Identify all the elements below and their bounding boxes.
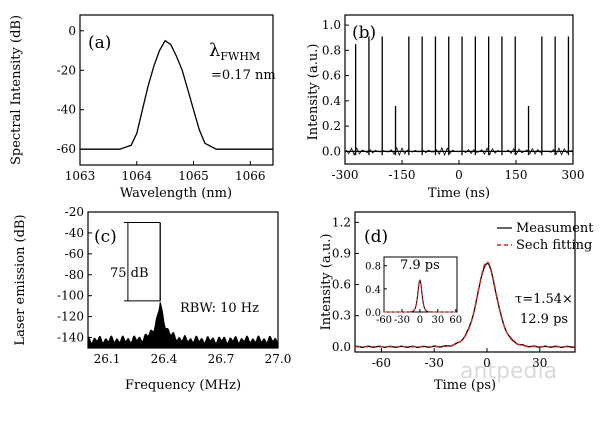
panel-c-label: (c)	[94, 227, 117, 247]
x-tick-label: -150	[389, 168, 416, 182]
x-tick-label: -60	[376, 315, 392, 326]
y-tick-label: 0.9	[332, 246, 351, 260]
panel-a-fwhm-value: =0.17 nm	[211, 68, 276, 83]
x-tick-label: 150	[505, 168, 528, 182]
y-tick-label: 0.8	[365, 262, 381, 273]
x-tick-label: 1063	[65, 169, 96, 183]
spectrum-line	[80, 39, 273, 150]
y-tick-label: -140	[57, 331, 84, 345]
y-tick-label: 0.4	[322, 94, 341, 108]
panel-a-fwhm-lambda: λ	[209, 40, 220, 61]
panel-a-xlabel: Wavelength (nm)	[120, 186, 232, 201]
watermark-text: antpedia	[460, 359, 557, 384]
panel-b-label: (b)	[352, 23, 376, 43]
y-tick-label: 0.6	[332, 278, 351, 292]
y-tick-label: -60	[57, 142, 76, 156]
rf-spectrum-area	[87, 301, 279, 349]
x-tick-label: 0	[417, 315, 423, 326]
x-tick-label: -30	[425, 356, 444, 370]
y-tick-label: -80	[65, 268, 84, 282]
panel-b-xlabel: Time (ns)	[428, 186, 490, 201]
y-tick-label: 0.0	[365, 308, 381, 319]
panel-a: 1063 1064 1065 1066 0 -20 -40 -60 (a) Wavelengt…	[9, 14, 276, 201]
y-tick-label: 0.4	[365, 285, 381, 296]
x-tick-label: 26.1	[94, 352, 121, 366]
pulse-train-noise	[345, 146, 573, 157]
panel-a-ylabel: Spectral Intensity (dB)	[9, 15, 24, 165]
x-tick-label: 300	[562, 168, 585, 182]
panel-d: -60 -30 0 300.00.30.60.91.2 -60 -30 0 30 600.00…	[319, 211, 594, 393]
y-tick-label: 0.3	[332, 309, 351, 323]
panel-d-inset-annotation: 7.9 ps	[400, 258, 440, 273]
panel-b-ylabel: Intensity (a.u.)	[306, 44, 321, 141]
x-tick-label: 60	[449, 315, 462, 326]
panel-a-fwhm-subscript: FWHM	[220, 50, 260, 63]
inset-fit-line	[384, 279, 457, 313]
y-tick-label: 1.0	[322, 18, 341, 32]
y-tick-label: 0.0	[332, 340, 351, 354]
panel-c-rbw-annotation: RBW: 10 Hz	[180, 301, 259, 316]
panel-c: 26.1 26.4 26.7 27.0 -20 -40 -60 -80 -100 -120 -140…	[13, 205, 291, 393]
panel-c-ylabel: Laser emission (dB)	[13, 214, 28, 345]
y-tick-label: 0.6	[322, 69, 341, 83]
legend-measurement-label: Measument	[516, 221, 594, 236]
y-tick-label: 0.0	[322, 144, 341, 158]
panel-a-label: (a)	[88, 33, 111, 53]
y-tick-label: -20	[57, 63, 76, 77]
panel-d-tau-line2: 12.9 ps	[520, 312, 568, 327]
x-tick-label: 30	[431, 315, 444, 326]
x-tick-label: -60	[372, 356, 391, 370]
panel-a-fwhm-annotation: λFWHM	[209, 40, 260, 63]
y-tick-label: -40	[57, 103, 76, 117]
panel-d-frame	[354, 211, 576, 353]
x-tick-label: 30	[532, 356, 547, 370]
watermark: antpedia	[460, 359, 557, 384]
x-tick-label: 26.4	[151, 352, 178, 366]
y-tick-label: -100	[57, 289, 84, 303]
x-tick-label: 1064	[121, 169, 152, 183]
y-tick-label: -60	[65, 247, 84, 261]
panel-d-label: (d)	[364, 227, 388, 247]
panel-b-frame	[344, 14, 574, 165]
x-tick-label: 1066	[235, 169, 266, 183]
x-tick-label: 27.0	[265, 352, 292, 366]
x-tick-label: -30	[394, 315, 410, 326]
y-tick-label: -20	[65, 205, 84, 219]
panel-d-tau-line1: τ=1.54×	[515, 292, 573, 307]
y-tick-label: 0.2	[322, 119, 341, 133]
panel-b: -300 -150 0 150 300 0.0 0.2 0.4 0.6 0.8 1.0 (b) Ti…	[306, 14, 585, 201]
panel-c-range-annotation: 75 dB	[110, 266, 149, 281]
x-tick-label: 1065	[178, 169, 209, 183]
x-tick-label: 26.7	[208, 352, 235, 366]
y-tick-label: -120	[57, 310, 84, 324]
y-tick-label: -40	[65, 226, 84, 240]
panel-a-frame	[79, 14, 274, 166]
legend-sech-label: Sech fitting	[516, 238, 592, 253]
x-tick-label: -300	[332, 168, 359, 182]
y-tick-label: 1.2	[332, 215, 351, 229]
x-tick-label: 0	[455, 168, 463, 182]
panel-d-legend: Measument Sech fitting	[497, 221, 594, 253]
panel-c-xlabel: Frequency (MHz)	[125, 378, 241, 393]
sech-fit-line	[355, 261, 575, 348]
x-tick-label: 0	[483, 356, 491, 370]
panel-d-xlabel: Time (ps)	[434, 378, 496, 393]
panel-d-ylabel: Intensity (a.u.)	[319, 234, 334, 331]
y-tick-label: 0	[68, 24, 76, 38]
y-tick-label: 0.8	[322, 43, 341, 57]
